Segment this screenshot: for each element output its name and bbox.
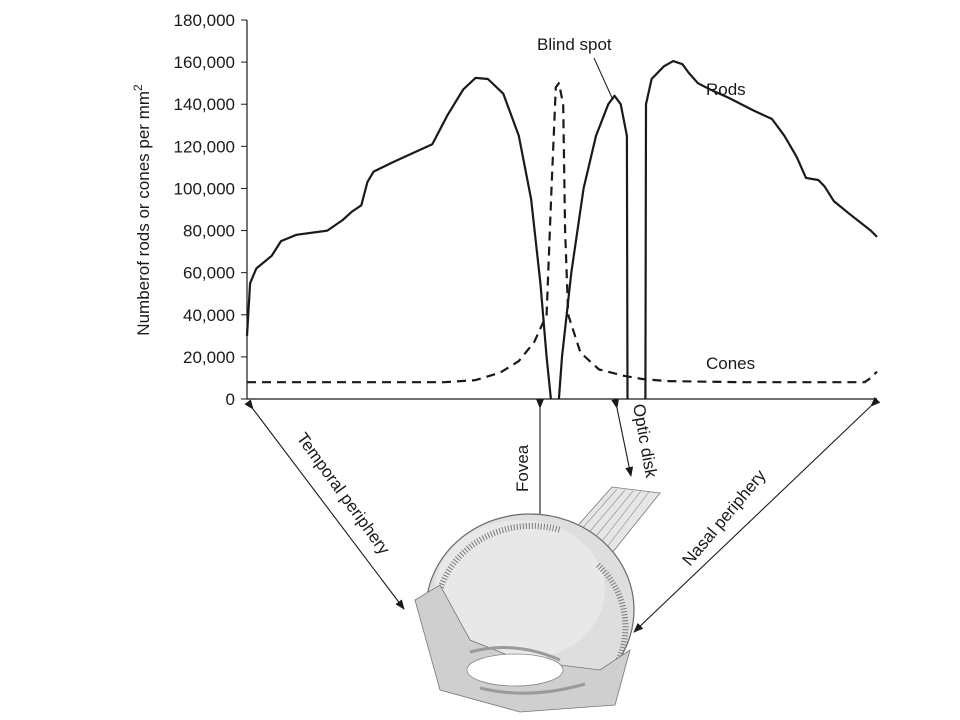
rods-label: Rods (706, 80, 746, 99)
rods-curve (245, 76, 552, 400)
optic-disk-label: Optic disk (629, 402, 661, 479)
y-tick-label: 120,000 (174, 137, 235, 156)
temporal-periphery-label: Temporal periphery (293, 429, 394, 558)
temporal-arrow (244, 399, 405, 610)
svg-text:Numberof rods or cones per mm2: Numberof rods or cones per mm2 (131, 84, 153, 336)
series-rods (245, 60, 878, 400)
series-cones (247, 82, 878, 384)
eye-cross-section-illustration (414, 486, 661, 713)
rods-curve (557, 94, 629, 400)
fovea-label: Fovea (513, 444, 532, 492)
y-tick-label: 160,000 (174, 53, 235, 72)
y-tick-label: 0 (226, 390, 235, 409)
optic-disk-arrow (611, 398, 634, 477)
blind-spot-label: Blind spot (537, 35, 612, 54)
rods-curve (644, 60, 878, 400)
y-axis-title-text: Numberof rods or cones per mm (134, 91, 153, 336)
y-axis-title-superscript: 2 (131, 84, 145, 91)
y-axis-title: Numberof rods or cones per mm2 (131, 84, 153, 336)
y-tick-label: 40,000 (183, 306, 235, 325)
y-ticks: 0 20,000 40,000 60,000 80,000 100,000 120,000 1… (174, 11, 247, 409)
cones-label: Cones (706, 354, 755, 373)
y-tick-label: 180,000 (174, 11, 235, 30)
y-tick-label: 60,000 (183, 264, 235, 283)
blind-spot-pointer (593, 57, 614, 101)
series-layer (245, 60, 878, 400)
y-tick-label: 20,000 (183, 348, 235, 367)
y-tick-label: 80,000 (183, 222, 235, 241)
y-axis: 0 20,000 40,000 60,000 80,000 100,000 120,000 1… (174, 11, 248, 409)
nasal-periphery-label: Nasal periphery (679, 466, 770, 570)
nasal-arrow (633, 396, 881, 633)
cones-curve (247, 82, 878, 384)
y-tick-label: 100,000 (174, 179, 235, 198)
y-tick-label: 140,000 (174, 95, 235, 114)
